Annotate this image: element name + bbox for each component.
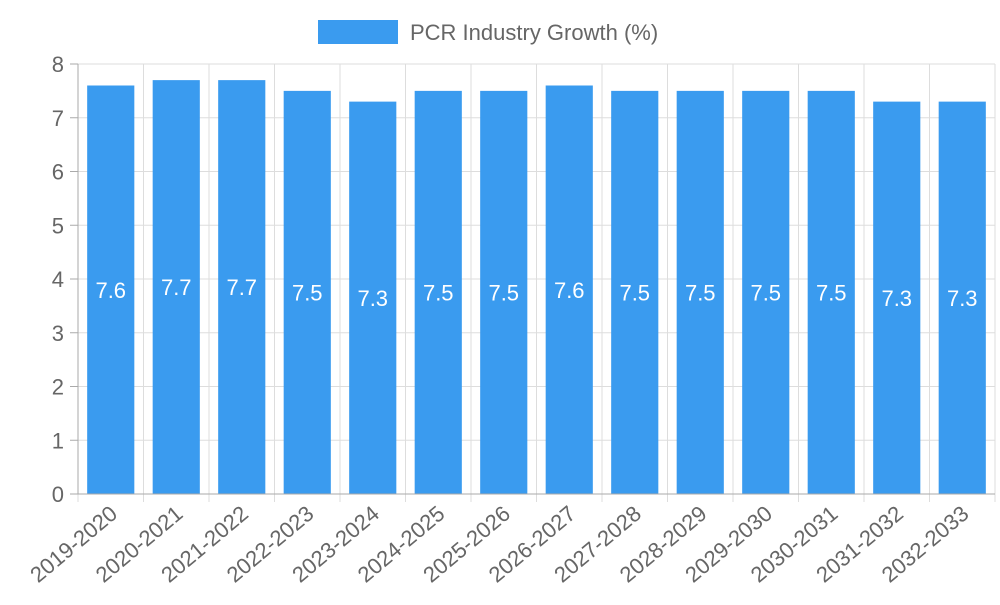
bar[interactable] [938,101,986,494]
axes [70,63,995,495]
y-tick-label: 6 [52,160,64,185]
bar[interactable] [87,85,135,495]
bar[interactable] [152,80,200,494]
bar-value-label: 7.5 [816,280,847,305]
y-tick-label: 5 [52,213,64,238]
bar-value-label: 7.5 [685,280,716,305]
bar[interactable] [480,90,528,494]
bars [87,80,986,494]
bar[interactable] [676,90,724,494]
bar-value-label: 7.6 [95,278,126,303]
bar[interactable] [414,90,462,494]
legend-label: PCR Industry Growth (%) [410,20,658,45]
bar[interactable] [742,90,790,494]
bar[interactable] [218,80,266,494]
y-tick-label: 1 [52,428,64,453]
legend[interactable]: PCR Industry Growth (%) [318,20,658,45]
y-tick-label: 0 [52,482,64,507]
bar-value-label: 7.3 [881,286,912,311]
bar[interactable] [349,101,397,494]
y-tick-label: 3 [52,321,64,346]
bar-value-label: 7.7 [161,275,192,300]
y-tick-label: 4 [52,267,64,292]
bar-value-label: 7.5 [619,280,650,305]
bar-value-label: 7.5 [750,280,781,305]
bar[interactable] [545,85,593,495]
bar[interactable] [807,90,855,494]
bar-value-label: 7.3 [947,286,978,311]
legend-swatch [318,20,398,44]
bar[interactable] [283,90,331,494]
bar[interactable] [611,90,659,494]
x-tick-labels: 2019-20202020-20212021-20222022-20232023… [25,501,973,588]
y-tick-label: 7 [52,106,64,131]
bar[interactable] [873,101,921,494]
y-tick-labels: 0 1 2 3 4 5 6 7 8 [52,52,64,507]
data-labels: 7.6 7.7 7.7 7.5 7.3 7.5 7.5 7.6 7.5 7.5 7.5 7.5 7.3 7… [95,275,977,311]
bar-value-label: 7.6 [554,278,585,303]
bar-value-label: 7.3 [357,286,388,311]
grid-lines [77,63,996,502]
bar-value-label: 7.5 [488,280,519,305]
y-tick-label: 2 [52,375,64,400]
y-tick-label: 8 [52,52,64,77]
bar-value-label: 7.5 [423,280,454,305]
bar-value-label: 7.7 [226,275,257,300]
bar-value-label: 7.5 [292,280,323,305]
